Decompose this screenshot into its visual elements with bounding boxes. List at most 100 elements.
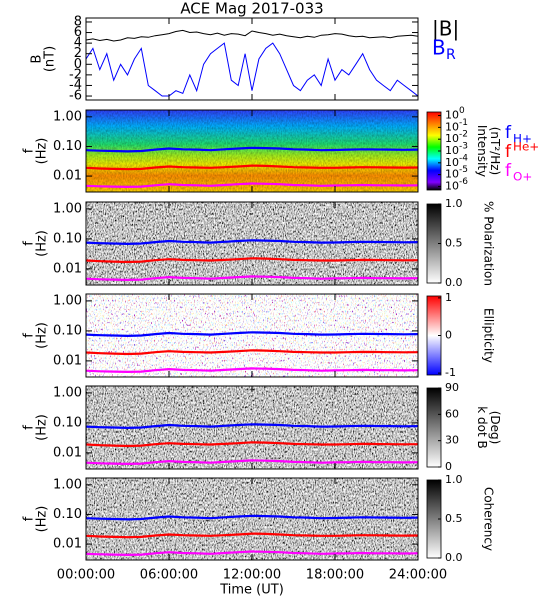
y-tick-label: 0.01 (53, 353, 82, 368)
colorbar-tick-label: 0.5 (445, 237, 463, 250)
series-line (85, 441, 419, 448)
x-tick-label: 24:00:00 (389, 568, 447, 583)
series-line (85, 514, 419, 521)
colorbar (426, 387, 442, 468)
colorbar-tick-exponent: -1 (459, 118, 468, 128)
colorbar-tick-label: 10 (445, 120, 459, 133)
y-tick-label: 6 (74, 25, 82, 40)
colorbar-tick-label: 0 (445, 329, 452, 342)
x-axis-label: Time (UT) (219, 583, 284, 598)
y-axis-label: (nT) (43, 46, 58, 72)
colorbar-tick-label: 60 (445, 407, 459, 420)
colorbar-tick-label: 90 (445, 381, 459, 394)
y-axis-label: B (30, 55, 45, 64)
x-tick-label: 00:00:00 (57, 568, 115, 583)
y-axis-label: f (22, 425, 37, 430)
colorbar-tick-label: 10 (445, 168, 459, 181)
colorbar-tick-exponent: -5 (459, 165, 468, 175)
colorbar-tick-label: 1.0 (445, 473, 463, 486)
y-tick-label: 0.10 (53, 231, 82, 246)
colorbar-tick-exponent: 0 (459, 106, 465, 116)
colorbar-tick-label: 0.0 (445, 276, 463, 289)
colorbar-tick-label: 0.5 (445, 512, 463, 525)
series-line (85, 532, 419, 539)
y-tick-label: 0.10 (53, 507, 82, 522)
colorbar-tick-exponent: -3 (459, 142, 468, 152)
series-line (85, 29, 419, 42)
colorbar-label: Intensity (475, 125, 489, 177)
y-tick-label: -2 (69, 67, 82, 82)
series-line (85, 459, 419, 466)
y-tick-label: 0 (74, 57, 82, 72)
series-line (85, 182, 419, 189)
colorbar-tick-exponent: -4 (459, 153, 468, 163)
legend-label: B (432, 36, 446, 60)
plot-area (86, 18, 418, 100)
series-line (85, 349, 419, 356)
y-axis-label: (Hz) (35, 414, 50, 441)
y-tick-label: 1.00 (53, 385, 82, 400)
colorbar-tick-label: 30 (445, 434, 459, 447)
y-axis-label: (Hz) (35, 322, 50, 349)
chart-title: ACE Mag 2017-033 (180, 0, 323, 18)
colorbar-tick-label: 0 (445, 460, 452, 473)
colorbar-tick-label: -1 (445, 366, 456, 379)
legend-label: f (505, 123, 512, 143)
colorbar-tick-label: 10 (445, 144, 459, 157)
colorbar-tick-exponent: -6 (459, 177, 468, 187)
series-line (85, 331, 419, 338)
y-tick-label: 0.01 (53, 261, 82, 276)
colorbar-tick-label: 10 (445, 109, 459, 122)
y-axis-label: f (22, 333, 37, 338)
y-tick-label: 1.00 (53, 477, 82, 492)
y-tick-label: 1.00 (53, 109, 82, 124)
series-line (85, 550, 419, 557)
y-tick-label: 0.10 (53, 139, 82, 154)
y-axis-label: (Hz) (35, 230, 50, 257)
y-axis-label: (Hz) (35, 506, 50, 533)
colorbar-label: (nT²/Hz) (488, 127, 502, 175)
y-axis-label: f (22, 516, 37, 521)
colorbar-label: Ellipticity (482, 308, 496, 363)
colorbar-tick-label: 10 (445, 179, 459, 192)
y-tick-label: -6 (69, 89, 82, 104)
colorbar-tick-label: 10 (445, 132, 459, 145)
colorbar-tick-label: 1 (445, 291, 452, 304)
colorbar-label: Coherency (482, 487, 496, 551)
series-line (85, 164, 419, 171)
legend-subscript: H+ (513, 132, 532, 146)
colorbar-tick-exponent: -2 (459, 130, 468, 140)
colorbar-tick-label: 1.0 (445, 197, 463, 210)
y-tick-label: 8 (74, 14, 82, 29)
series-line (85, 239, 419, 246)
y-tick-label: 1.00 (53, 293, 82, 308)
series-line (85, 275, 419, 282)
legend-subscript: R (446, 47, 456, 63)
x-tick-label: 18:00:00 (306, 568, 364, 583)
series-line (85, 367, 419, 374)
legend-label: f (505, 161, 512, 181)
colorbar-tick-label: 10 (445, 156, 459, 169)
y-tick-label: 0.10 (53, 323, 82, 338)
series-line (85, 42, 419, 97)
colorbar-label: % Polarization (482, 201, 496, 286)
y-tick-label: 0.10 (53, 415, 82, 430)
y-tick-label: 0.01 (53, 445, 82, 460)
colorbar-label: (Deg) (488, 411, 502, 445)
x-tick-label: 12:00:00 (223, 568, 281, 583)
y-axis-label: f (22, 241, 37, 246)
y-tick-label: 4 (74, 36, 82, 51)
legend-subscript: O+ (513, 170, 532, 184)
legend-label: |B| (432, 17, 459, 41)
y-tick-label: 1.00 (53, 201, 82, 216)
y-tick-label: 0.01 (53, 169, 82, 184)
series-line (85, 146, 419, 153)
series-line (85, 257, 419, 264)
legend-label: f (505, 142, 512, 162)
legend-superscript: He+ (513, 140, 539, 154)
colorbar-tick-label: 0.0 (445, 551, 463, 564)
y-tick-label: -4 (69, 78, 82, 93)
y-tick-label: 0.01 (53, 537, 82, 552)
